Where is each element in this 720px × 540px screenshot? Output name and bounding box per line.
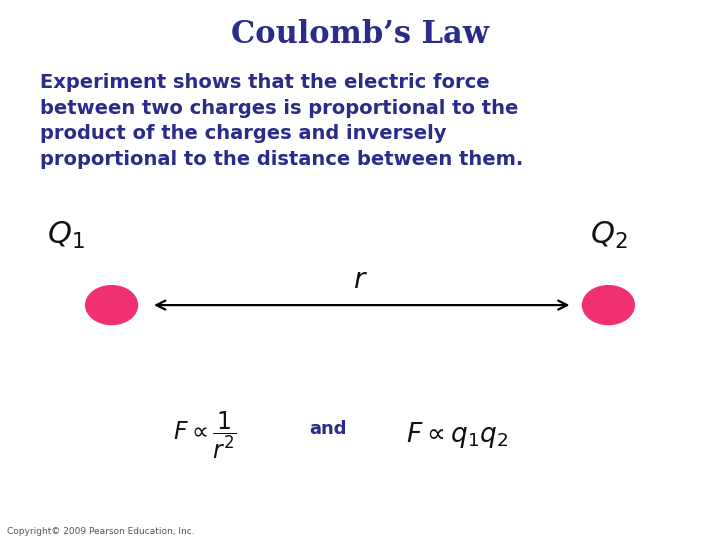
Ellipse shape [86, 286, 138, 325]
Text: $r$: $r$ [353, 267, 367, 294]
Text: Experiment shows that the electric force
between two charges is proportional to : Experiment shows that the electric force… [40, 73, 523, 169]
Text: $F \propto q_1 q_2$: $F \propto q_1 q_2$ [406, 420, 508, 450]
Text: Copyright© 2009 Pearson Education, Inc.: Copyright© 2009 Pearson Education, Inc. [7, 526, 195, 536]
Text: $F \propto \dfrac{1}{r^2}$: $F \propto \dfrac{1}{r^2}$ [174, 409, 237, 461]
Text: $Q_1$: $Q_1$ [47, 220, 84, 251]
Text: $Q_2$: $Q_2$ [590, 220, 628, 251]
Text: Coulomb’s Law: Coulomb’s Law [231, 19, 489, 50]
Text: and: and [309, 420, 346, 438]
Ellipse shape [582, 286, 634, 325]
